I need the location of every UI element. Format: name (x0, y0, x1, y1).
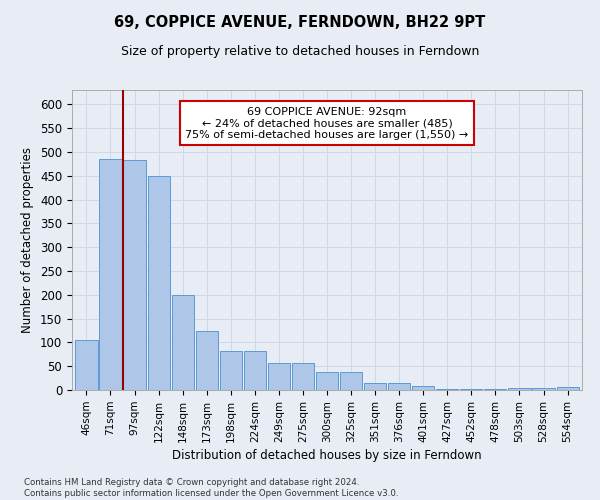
Bar (316, 372, 338, 390)
Bar (220, 351, 242, 390)
Bar (124, 160, 146, 390)
Bar (484, 388, 506, 390)
Bar (76, 340, 98, 390)
Bar (100, 159, 122, 390)
Bar (508, 388, 530, 390)
Bar (196, 332, 218, 390)
Text: 69, COPPICE AVENUE, FERNDOWN, BH22 9PT: 69, COPPICE AVENUE, FERNDOWN, BH22 9PT (115, 15, 485, 30)
Bar (532, 388, 554, 390)
Bar (148, 176, 170, 390)
Bar (292, 364, 314, 390)
Bar (436, 388, 458, 390)
Bar (244, 351, 266, 390)
Bar (460, 388, 482, 390)
Y-axis label: Number of detached properties: Number of detached properties (22, 147, 34, 333)
Bar (364, 384, 386, 390)
Text: Contains HM Land Registry data © Crown copyright and database right 2024.
Contai: Contains HM Land Registry data © Crown c… (24, 478, 398, 498)
Bar (557, 387, 578, 390)
Bar (388, 384, 410, 390)
Bar (268, 364, 290, 390)
X-axis label: Distribution of detached houses by size in Ferndown: Distribution of detached houses by size … (172, 449, 482, 462)
Bar (340, 372, 362, 390)
Text: Size of property relative to detached houses in Ferndown: Size of property relative to detached ho… (121, 45, 479, 58)
Bar (172, 295, 194, 390)
Text: 69 COPPICE AVENUE: 92sqm
← 24% of detached houses are smaller (485)
75% of semi-: 69 COPPICE AVENUE: 92sqm ← 24% of detach… (185, 106, 469, 140)
Bar (412, 386, 434, 390)
